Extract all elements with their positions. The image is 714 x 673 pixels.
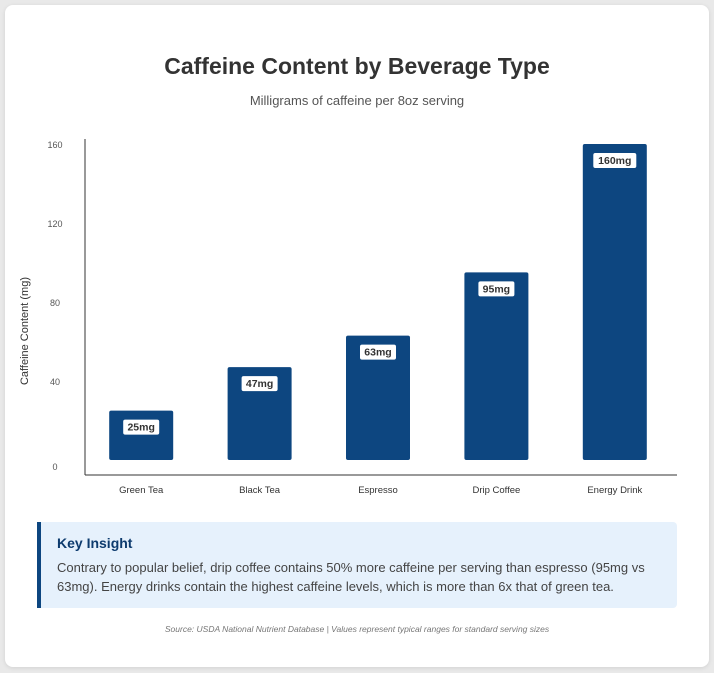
x-tick-label: Energy Drink [587,485,642,496]
data-label: 63mg [364,347,391,359]
bar [464,272,529,460]
chart-title: Caffeine Content by Beverage Type [164,53,550,79]
insight-title: Key Insight [57,535,133,551]
y-tick-label: 40 [50,377,60,387]
data-label: 47mg [246,378,273,390]
insight-text: Contrary to popular belief, drip coffee … [57,560,645,594]
x-axis-ticks: Green Tea Black Tea Espresso Drip Coffee Ene… [119,485,642,496]
chart-card: Caffeine Content by Beverage Type Millig… [5,5,709,667]
y-tick-label: 120 [47,219,62,229]
chart-subtitle: Milligrams of caffeine per 8oz serving [249,93,465,108]
data-label-box [478,281,515,297]
y-tick-label: 80 [50,298,60,308]
y-tick-label: 160 [47,140,62,150]
y-tick-label: 0 [52,462,57,472]
x-tick-label: Green Tea [119,485,164,496]
data-label: 25mg [127,422,154,434]
y-axis-title: Caffeine Content (mg) [19,277,31,385]
key-insight-box: Key Insight Contrary to popular belief, … [37,522,677,608]
y-axis-ticks: 0 40 80 120 160 [47,140,62,472]
data-label: 160mg [598,155,631,167]
x-tick-label: Espresso [358,485,398,496]
bar [346,335,410,460]
data-label: 95mg [483,283,510,295]
data-label-box [360,344,396,360]
data-label-box [241,376,278,392]
bar-chart: 0 40 80 120 160 Caffeine Content (mg) 25mg 47… [19,139,677,496]
x-tick-label: Drip Coffee [472,485,520,496]
bar [109,410,174,460]
source-note: Source: USDA National Nutrient Database … [164,624,550,634]
x-tick-label: Black Tea [239,485,281,496]
bar [582,144,647,460]
data-label-box [593,153,637,168]
data-label-box [123,419,160,435]
bars-group: 25mg 47mg 63mg 95mg 160mg [109,144,647,460]
